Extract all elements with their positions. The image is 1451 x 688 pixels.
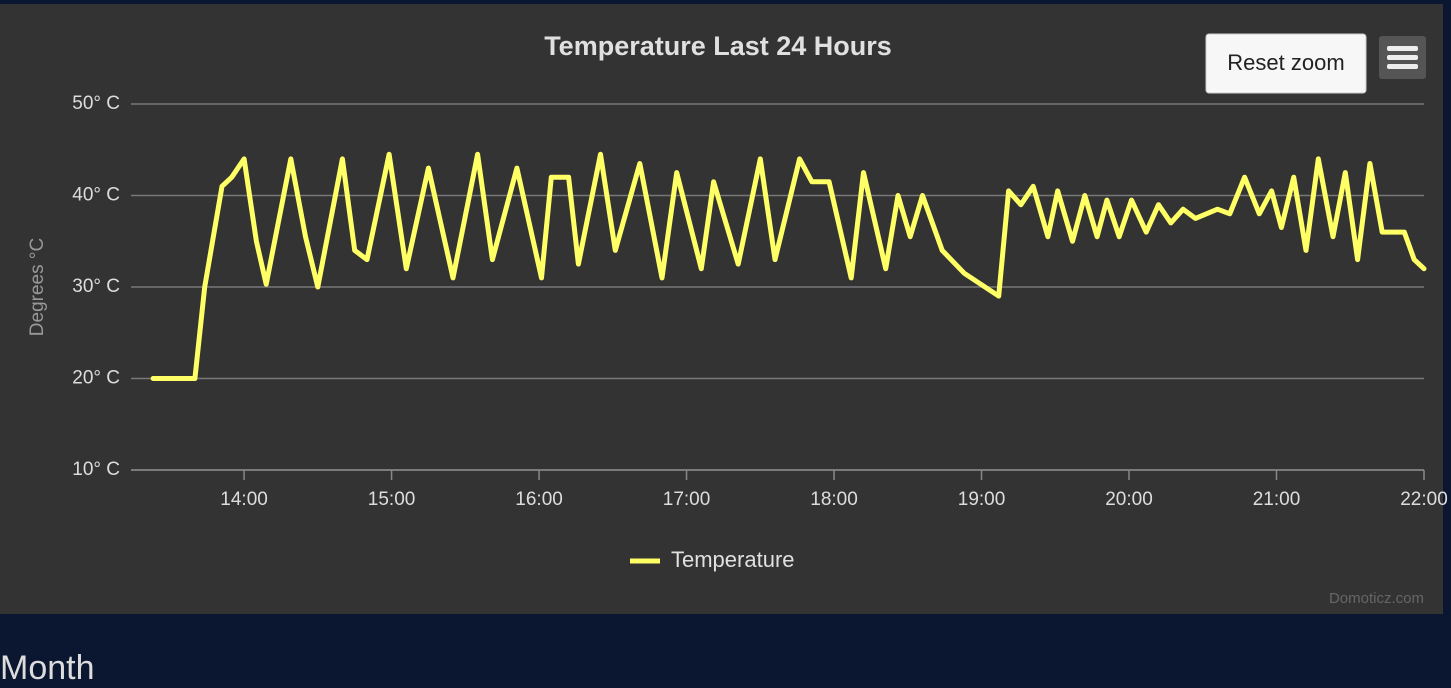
x-tick-label: 22:00 — [1400, 489, 1448, 510]
line — [150, 151, 1427, 381]
x-tick-label: 16:00 — [515, 489, 563, 510]
y-tick-label: 40° C — [72, 185, 120, 206]
page: {"chart_data": {"type": "line", "title":… — [0, 4, 1448, 687]
reset-zoom-label[interactable]: Reset zoom — [1227, 50, 1344, 75]
chart-title: Temperature Last 24 Hours — [544, 31, 892, 61]
x-tick-label: 15:00 — [368, 489, 416, 510]
x-tick-label: 17:00 — [663, 489, 711, 510]
y-tick-label: 20° C — [72, 368, 120, 389]
y-tick-label: 10° C — [72, 459, 120, 480]
section-heading: Month — [0, 649, 95, 687]
x-tick-label: 21:00 — [1253, 489, 1301, 510]
x-tick-label: 19:00 — [958, 489, 1006, 510]
x-tick-label: 18:00 — [810, 489, 858, 510]
credits[interactable]: Domoticz.com — [1329, 590, 1424, 607]
menu-button[interactable] — [1379, 36, 1426, 79]
chart-panel — [0, 4, 1443, 614]
y-tick-label: 50° C — [72, 93, 120, 114]
reset-zoom-button[interactable] — [1205, 33, 1367, 94]
chart: Temperature Last 24 Hours Degrees °C Res… — [27, 31, 1448, 607]
y-tick-label: 30° C — [72, 276, 120, 297]
x-tick-label: 14:00 — [220, 489, 268, 510]
legend-label[interactable]: Temperature — [671, 547, 795, 572]
y-axis-label: Degrees °C — [27, 238, 48, 336]
x-tick-label: 20:00 — [1105, 489, 1153, 510]
